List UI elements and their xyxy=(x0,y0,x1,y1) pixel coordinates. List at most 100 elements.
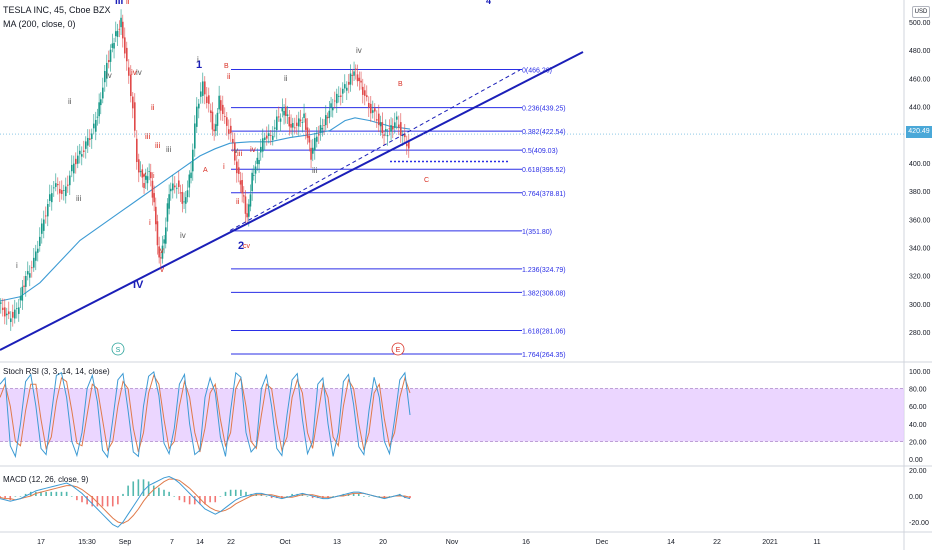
fib-level-label: 0.382(422.54) xyxy=(522,129,566,136)
candle-body xyxy=(55,183,57,187)
candle-body xyxy=(160,257,162,259)
macd-tick-label: -20.00 xyxy=(909,520,929,527)
macd-histogram-bar xyxy=(270,496,273,499)
time-tick-label: 20 xyxy=(379,539,387,546)
candle-body xyxy=(376,119,378,121)
stoch-tick-label: 0.00 xyxy=(909,457,923,464)
candle-body xyxy=(262,138,264,152)
macd-line xyxy=(0,475,411,528)
candle-body xyxy=(234,142,236,161)
candle-body xyxy=(294,127,296,129)
candle-body xyxy=(134,102,136,131)
candle-body xyxy=(96,116,99,118)
macd-histogram-bar xyxy=(234,489,237,496)
macd-histogram-bar xyxy=(86,496,88,505)
macd-histogram-bar xyxy=(265,496,268,497)
candle-body xyxy=(37,248,39,253)
candle-body xyxy=(61,190,63,194)
wave-label: ii xyxy=(126,0,130,6)
candle-body xyxy=(85,141,87,149)
macd-histogram-bar xyxy=(45,491,47,496)
macd-histogram-bar xyxy=(76,496,78,501)
wave-label: i xyxy=(223,162,225,171)
macd-histogram-bar xyxy=(9,496,12,501)
candle-body xyxy=(211,111,214,130)
macd-histogram-bar xyxy=(122,493,124,496)
candle-body xyxy=(176,187,178,189)
candle-body xyxy=(204,81,206,95)
macd-histogram-bar xyxy=(204,496,206,505)
candle-body xyxy=(292,123,294,128)
fib-level-label: 0(466.26) xyxy=(522,68,552,75)
candle-body xyxy=(202,81,204,96)
candle-body xyxy=(213,129,215,132)
candle-body xyxy=(59,188,61,194)
stoch-k-line xyxy=(0,370,411,459)
fib-level-label: 1.236(324.79) xyxy=(522,267,566,274)
macd-histogram-bar xyxy=(291,493,293,496)
wave-label: ii xyxy=(284,74,288,83)
candle-body xyxy=(39,236,41,246)
candle-body xyxy=(388,128,391,130)
time-tick-label: Nov xyxy=(446,539,459,546)
stoch-d-line xyxy=(0,374,411,453)
macd-histogram-bar xyxy=(158,487,160,496)
stoch-tick-label: 80.00 xyxy=(909,387,927,394)
candle-body xyxy=(19,296,22,301)
candle-body xyxy=(113,42,115,49)
wave-label: i xyxy=(197,55,199,64)
macd-histogram-bar xyxy=(240,489,242,496)
candle-body xyxy=(276,116,278,131)
price-tick-label: 400.00 xyxy=(909,161,931,168)
candle-body xyxy=(226,117,228,126)
stoch-tick-label: 60.00 xyxy=(909,404,927,411)
macd-label[interactable]: MACD (12, 26, close, 9) xyxy=(3,475,89,484)
candle-body xyxy=(374,108,376,112)
wave-label: ii xyxy=(227,72,231,81)
time-tick-label: Sep xyxy=(119,539,132,546)
stoch-rsi-label[interactable]: Stoch RSI (3, 3, 14, 14, close) xyxy=(3,367,110,376)
currency-badge[interactable]: USD xyxy=(912,6,930,18)
wave-label: ii xyxy=(68,97,72,106)
candle-body xyxy=(108,60,110,63)
candle-body xyxy=(192,149,194,172)
main-trendline xyxy=(0,51,584,351)
wave-label: B xyxy=(224,63,229,70)
candle-body xyxy=(336,93,338,104)
circled-marker xyxy=(391,342,405,356)
candle-body xyxy=(200,91,202,97)
candle-body xyxy=(279,118,282,122)
macd-histogram-bar xyxy=(4,496,6,499)
candle-body xyxy=(111,43,114,48)
candle-body xyxy=(120,17,122,28)
candle-body xyxy=(372,110,374,113)
candle-body xyxy=(248,204,250,217)
wave-label: cv xyxy=(243,243,251,250)
wave-label: ii xyxy=(151,103,155,112)
price-tick-label: 480.00 xyxy=(909,48,931,55)
candle-body xyxy=(95,119,97,132)
time-tick-label: 13 xyxy=(333,539,341,546)
price-tick-label: 320.00 xyxy=(909,274,931,281)
time-tick-label: Oct xyxy=(280,539,291,546)
candle-body xyxy=(130,74,132,97)
time-tick-label: 22 xyxy=(713,539,721,546)
candle-body xyxy=(35,251,37,261)
macd-histogram-bar xyxy=(81,496,83,503)
candle-body xyxy=(93,123,95,129)
candle-body xyxy=(163,239,165,244)
ma-indicator-label[interactable]: MA (200, close, 0) xyxy=(3,19,76,29)
candle-body xyxy=(174,185,176,188)
candle-body xyxy=(45,215,47,217)
candle-body xyxy=(109,49,112,62)
candle-body xyxy=(138,159,140,173)
wave-label: v xyxy=(160,265,164,274)
candle-body xyxy=(316,136,318,142)
candle-body xyxy=(77,155,79,164)
candle-body xyxy=(390,125,392,132)
candle-body xyxy=(43,219,45,231)
candle-body xyxy=(4,307,6,317)
candle-body xyxy=(360,80,362,83)
macd-histogram-bar xyxy=(224,491,227,496)
